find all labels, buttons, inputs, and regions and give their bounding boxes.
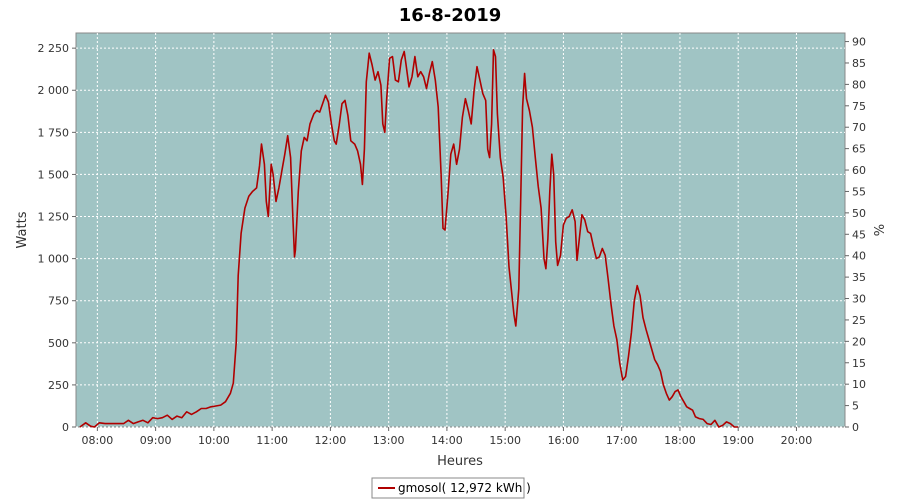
y-tick-label: 2 000 [38, 84, 70, 97]
y-tick-label: 2 250 [38, 42, 70, 55]
x-tick-label: 10:00 [198, 434, 230, 447]
y2-tick-label: 75 [852, 100, 866, 113]
y2-tick-label: 40 [852, 250, 866, 263]
y-tick-label: 1 750 [38, 126, 70, 139]
x-tick-label: 08:00 [82, 434, 114, 447]
series-line-gmosol [79, 49, 739, 428]
y2-tick-label: 50 [852, 207, 866, 220]
y-tick-label: 250 [48, 379, 69, 392]
y-tick-label: 750 [48, 295, 69, 308]
y2-tick-label: 35 [852, 271, 866, 284]
y-axis: 0 250 500 750 1 000 1 250 1 500 1 750 2 000 2 250 [38, 42, 76, 434]
y2-tick-label: 90 [852, 36, 866, 49]
y2-tick-label: 80 [852, 78, 866, 91]
legend-label: gmosol( 12,972 kWh ) [398, 481, 531, 495]
x-tick-label: 15:00 [489, 434, 521, 447]
y2-tick-label: 5 [852, 400, 859, 413]
y2-tick-label: 60 [852, 164, 866, 177]
chart-title: 16-8-2019 [399, 5, 502, 26]
y-tick-label: 1 500 [38, 168, 70, 181]
x-axis: 08:00 09:00 10:00 11:00 12:00 13:00 14:00 15:00… [82, 427, 813, 447]
y2-tick-label: 85 [852, 57, 866, 70]
x-tick-label: 14:00 [431, 434, 463, 447]
y2-tick-label: 45 [852, 228, 866, 241]
y2-tick-label: 0 [852, 421, 859, 434]
x-axis-title: Heures [437, 454, 483, 469]
x-tick-label: 17:00 [606, 434, 638, 447]
y-tick-label: 1 000 [38, 253, 70, 266]
y2-axis-title: % [873, 224, 888, 236]
y2-axis: 0 5 10 15 20 25 30 35 40 45 50 55 60 65 70 75 80 85 90 [845, 36, 866, 434]
y-tick-label: 1 250 [38, 211, 70, 224]
y-axis-title: Watts [15, 211, 30, 248]
grid [76, 33, 845, 428]
plot-area [75, 32, 846, 428]
y2-tick-label: 55 [852, 185, 866, 198]
x-tick-label: 16:00 [548, 434, 580, 447]
y2-tick-label: 30 [852, 293, 866, 306]
y2-tick-label: 15 [852, 357, 866, 370]
x-tick-label: 20:00 [781, 434, 813, 447]
y2-tick-label: 25 [852, 314, 866, 327]
x-tick-label: 13:00 [373, 434, 405, 447]
x-tick-label: 12:00 [315, 434, 347, 447]
y-tick-label: 500 [48, 337, 69, 350]
y2-tick-label: 10 [852, 378, 866, 391]
y2-tick-label: 20 [852, 335, 866, 348]
x-tick-label: 19:00 [722, 434, 754, 447]
y2-tick-label: 70 [852, 121, 866, 134]
y-tick-label: 0 [62, 421, 69, 434]
x-tick-label: 18:00 [664, 434, 696, 447]
y2-tick-label: 65 [852, 143, 866, 156]
legend: gmosol( 12,972 kWh ) [371, 477, 531, 499]
x-tick-label: 11:00 [256, 434, 288, 447]
legend-box [371, 477, 525, 499]
x-tick-label: 09:00 [140, 434, 172, 447]
